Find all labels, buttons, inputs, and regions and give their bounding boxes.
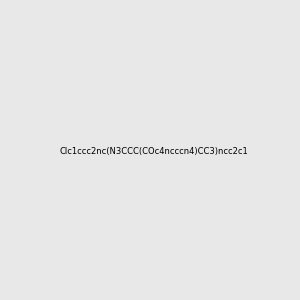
Text: Clc1ccc2nc(N3CCC(COc4ncccn4)CC3)ncc2c1: Clc1ccc2nc(N3CCC(COc4ncccn4)CC3)ncc2c1 xyxy=(59,147,248,156)
